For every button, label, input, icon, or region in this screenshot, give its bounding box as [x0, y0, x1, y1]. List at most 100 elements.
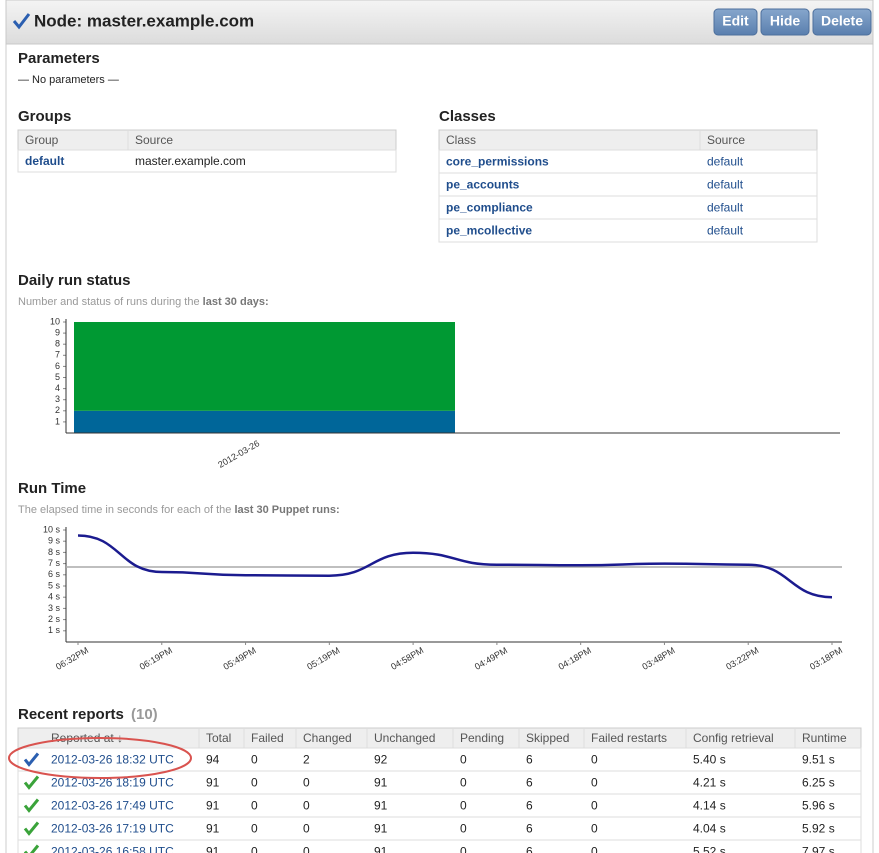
- y-tick-label: 2: [55, 405, 60, 415]
- table-cell: 92: [374, 753, 388, 767]
- button[interactable]: [713, 8, 758, 36]
- table-cell: 91: [374, 799, 388, 813]
- table-cell: 2: [303, 753, 310, 767]
- column-header: Failed: [251, 731, 284, 745]
- column-header: Skipped: [526, 731, 569, 745]
- table-cell: 0: [303, 799, 310, 813]
- table-cell: 91: [374, 822, 388, 836]
- status-icon: [23, 775, 40, 790]
- table-cell: pe_accounts: [446, 178, 520, 192]
- column-header: Group: [25, 133, 59, 147]
- y-tick-label: 1: [55, 416, 60, 426]
- table-cell: 0: [251, 776, 258, 790]
- table-cell: 6.25 s: [802, 776, 835, 790]
- table-cell: 6: [526, 799, 533, 813]
- table-cell: 0: [303, 776, 310, 790]
- table-cell: 91: [206, 845, 220, 853]
- button-label[interactable]: Hide: [770, 13, 801, 29]
- table-cell: 0: [591, 776, 598, 790]
- button[interactable]: [760, 8, 810, 36]
- subtitle-text: Number and status of runs during the: [18, 296, 200, 308]
- highlight-ellipse: [8, 737, 192, 779]
- subtitle-emphasis: last 30 days:: [203, 296, 269, 308]
- y-tick-label: 5 s: [48, 580, 61, 590]
- y-tick-label: 9: [55, 327, 60, 337]
- empty-note: — No parameters —: [18, 74, 119, 86]
- section-title: Daily run status: [18, 272, 131, 289]
- y-tick-label: 7 s: [48, 558, 61, 568]
- table-cell: pe_mcollective: [446, 224, 532, 238]
- table-cell: default: [707, 178, 744, 192]
- column-header: Unchanged: [374, 731, 435, 745]
- column-header: Changed: [303, 731, 352, 745]
- table-cell: 2012-03-26 17:19 UTC: [51, 822, 174, 836]
- table-cell: 91: [374, 776, 388, 790]
- y-tick-label: 2 s: [48, 614, 61, 624]
- table-cell: pe_compliance: [446, 201, 533, 215]
- button[interactable]: [812, 8, 872, 36]
- table-cell: 0: [591, 845, 598, 853]
- table-header: [17, 129, 397, 151]
- table-cell: 4.21 s: [693, 776, 726, 790]
- table-cell: 5.96 s: [802, 799, 835, 813]
- table-cell: 0: [303, 845, 310, 853]
- column-header: Source: [135, 133, 173, 147]
- y-tick-label: 9 s: [48, 536, 61, 546]
- status-icon: [23, 798, 40, 813]
- table-cell: default: [707, 201, 744, 215]
- y-tick-label: 7: [55, 350, 60, 360]
- table-cell: 0: [251, 753, 258, 767]
- subtitle-emphasis: last 30 Puppet runs:: [234, 504, 339, 516]
- table-cell: 91: [374, 845, 388, 853]
- table-cell: 0: [251, 845, 258, 853]
- table-cell: core_permissions: [446, 155, 549, 169]
- status-icon: [23, 844, 40, 853]
- table-cell: 6: [526, 822, 533, 836]
- y-tick-label: 5: [55, 372, 60, 382]
- table-cell: 91: [206, 799, 220, 813]
- y-tick-label: 10: [50, 316, 60, 326]
- table-cell: 0: [591, 799, 598, 813]
- page-title: Node: master.example.com: [34, 11, 254, 30]
- section-title: Run Time: [18, 480, 86, 497]
- section-title: Classes: [439, 108, 496, 125]
- y-tick-label: 4: [55, 383, 60, 393]
- table-cell: 0: [591, 822, 598, 836]
- table-cell: 7.97 s: [802, 845, 835, 853]
- column-header: Total: [206, 731, 231, 745]
- table-row: [17, 149, 397, 173]
- subtitle-text: The elapsed time in seconds for each of …: [18, 504, 231, 516]
- y-tick-label: 8: [55, 339, 60, 349]
- table-cell: 0: [591, 753, 598, 767]
- line-series: [77, 534, 833, 599]
- table-cell: 6: [526, 753, 533, 767]
- table-cell: 0: [460, 776, 467, 790]
- button-label[interactable]: Edit: [722, 13, 749, 29]
- section-title: Parameters: [18, 50, 100, 67]
- table-cell: 2012-03-26 18:32 UTC: [51, 753, 174, 767]
- column-header: Failed restarts: [591, 731, 667, 745]
- table-cell: 0: [460, 822, 467, 836]
- table-cell: 0: [460, 753, 467, 767]
- table-cell: 0: [251, 822, 258, 836]
- table-cell: 2012-03-26 18:19 UTC: [51, 776, 174, 790]
- y-tick-label: 10 s: [43, 524, 61, 534]
- table-cell: 0: [460, 799, 467, 813]
- table-cell: 0: [460, 845, 467, 853]
- table-cell: 4.04 s: [693, 822, 726, 836]
- table-cell: 6: [526, 776, 533, 790]
- table-cell: default: [707, 224, 744, 238]
- subtitle: The elapsed time in seconds for each of …: [18, 504, 340, 516]
- table-cell: 5.92 s: [802, 822, 835, 836]
- table-cell: 5.40 s: [693, 753, 726, 767]
- y-tick-label: 3 s: [48, 603, 61, 613]
- column-header: Config retrieval: [693, 731, 774, 745]
- table-cell: default: [25, 154, 64, 168]
- table-cell: 0: [251, 799, 258, 813]
- section-title: Groups: [18, 108, 71, 125]
- button-label[interactable]: Delete: [821, 13, 863, 29]
- bar-segment: [74, 322, 455, 411]
- y-tick-label: 8 s: [48, 547, 61, 557]
